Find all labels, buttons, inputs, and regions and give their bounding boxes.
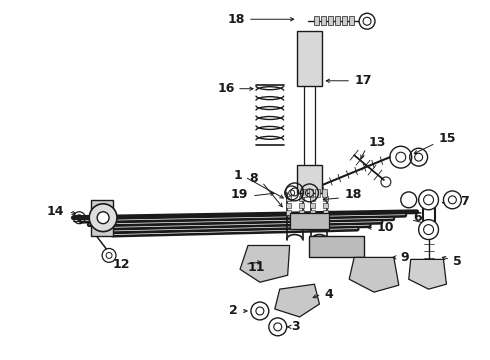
Bar (309, 189, 314, 197)
Polygon shape (409, 260, 446, 289)
Bar (296, 165, 322, 193)
Bar (286, 196, 291, 201)
Bar (298, 203, 303, 208)
Bar (328, 16, 333, 25)
Bar (349, 16, 354, 25)
Text: 16: 16 (218, 82, 235, 95)
Text: 11: 11 (248, 261, 266, 274)
Text: 1: 1 (233, 168, 242, 181)
Bar (290, 213, 329, 229)
Text: 17: 17 (354, 74, 371, 87)
Polygon shape (240, 246, 290, 282)
Text: 18: 18 (228, 13, 245, 26)
Bar (311, 203, 316, 208)
Circle shape (269, 318, 287, 336)
Text: 9: 9 (401, 251, 410, 264)
Bar (310, 235, 364, 257)
Circle shape (363, 17, 371, 25)
Bar (286, 210, 291, 215)
Circle shape (251, 302, 269, 320)
Text: 13: 13 (369, 136, 387, 149)
Text: 4: 4 (324, 288, 333, 301)
Circle shape (102, 248, 116, 262)
Bar (311, 196, 316, 201)
Text: 3: 3 (292, 320, 300, 333)
Polygon shape (349, 257, 399, 292)
Bar (322, 189, 327, 197)
Bar (286, 203, 291, 208)
Circle shape (443, 191, 461, 209)
Bar (321, 16, 326, 25)
Circle shape (359, 13, 375, 29)
Bar (298, 196, 303, 201)
Bar (91, 200, 113, 235)
Bar (342, 16, 347, 25)
Bar (323, 210, 328, 215)
Text: 5: 5 (453, 255, 462, 268)
Text: 6: 6 (414, 211, 422, 224)
Polygon shape (275, 284, 319, 317)
Bar (298, 210, 303, 215)
Text: 7: 7 (460, 195, 469, 208)
Bar (311, 210, 316, 215)
Text: 15: 15 (439, 132, 456, 145)
Bar (301, 189, 307, 197)
Circle shape (401, 192, 416, 208)
Circle shape (418, 190, 439, 210)
Bar (335, 16, 340, 25)
Bar (315, 16, 319, 25)
Text: 19: 19 (231, 188, 248, 201)
Text: 2: 2 (229, 305, 238, 318)
Text: 18: 18 (344, 188, 362, 201)
Bar (296, 31, 322, 86)
Text: 14: 14 (47, 205, 64, 218)
Text: 8: 8 (249, 171, 258, 185)
Circle shape (418, 220, 439, 239)
Circle shape (97, 212, 109, 224)
Text: 10: 10 (377, 221, 394, 234)
Bar (323, 196, 328, 201)
Circle shape (89, 204, 117, 231)
Bar (316, 189, 320, 197)
Text: 12: 12 (113, 258, 130, 271)
Bar (323, 203, 328, 208)
